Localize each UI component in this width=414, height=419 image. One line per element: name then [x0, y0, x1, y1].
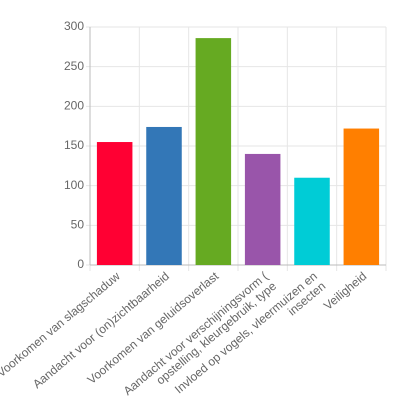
- bar: [343, 128, 380, 265]
- x-tick-label: opstelling, kleurgebruik, type: [153, 279, 279, 388]
- y-tick-label: 100: [64, 178, 84, 192]
- bar: [96, 142, 133, 265]
- x-tick-label: Veiligheid: [321, 269, 369, 313]
- bar: [294, 177, 330, 265]
- y-tick-label: 250: [64, 59, 84, 73]
- y-tick-label: 200: [64, 99, 84, 113]
- y-tick-label: 0: [77, 257, 84, 271]
- y-tick-label: 150: [64, 138, 84, 152]
- y-tick-label: 300: [64, 19, 84, 33]
- x-tick-label-group: Veiligheid: [321, 269, 369, 313]
- y-tick-label: 50: [71, 218, 85, 232]
- bar: [244, 153, 281, 265]
- bar: [195, 38, 232, 266]
- bar: [146, 126, 182, 266]
